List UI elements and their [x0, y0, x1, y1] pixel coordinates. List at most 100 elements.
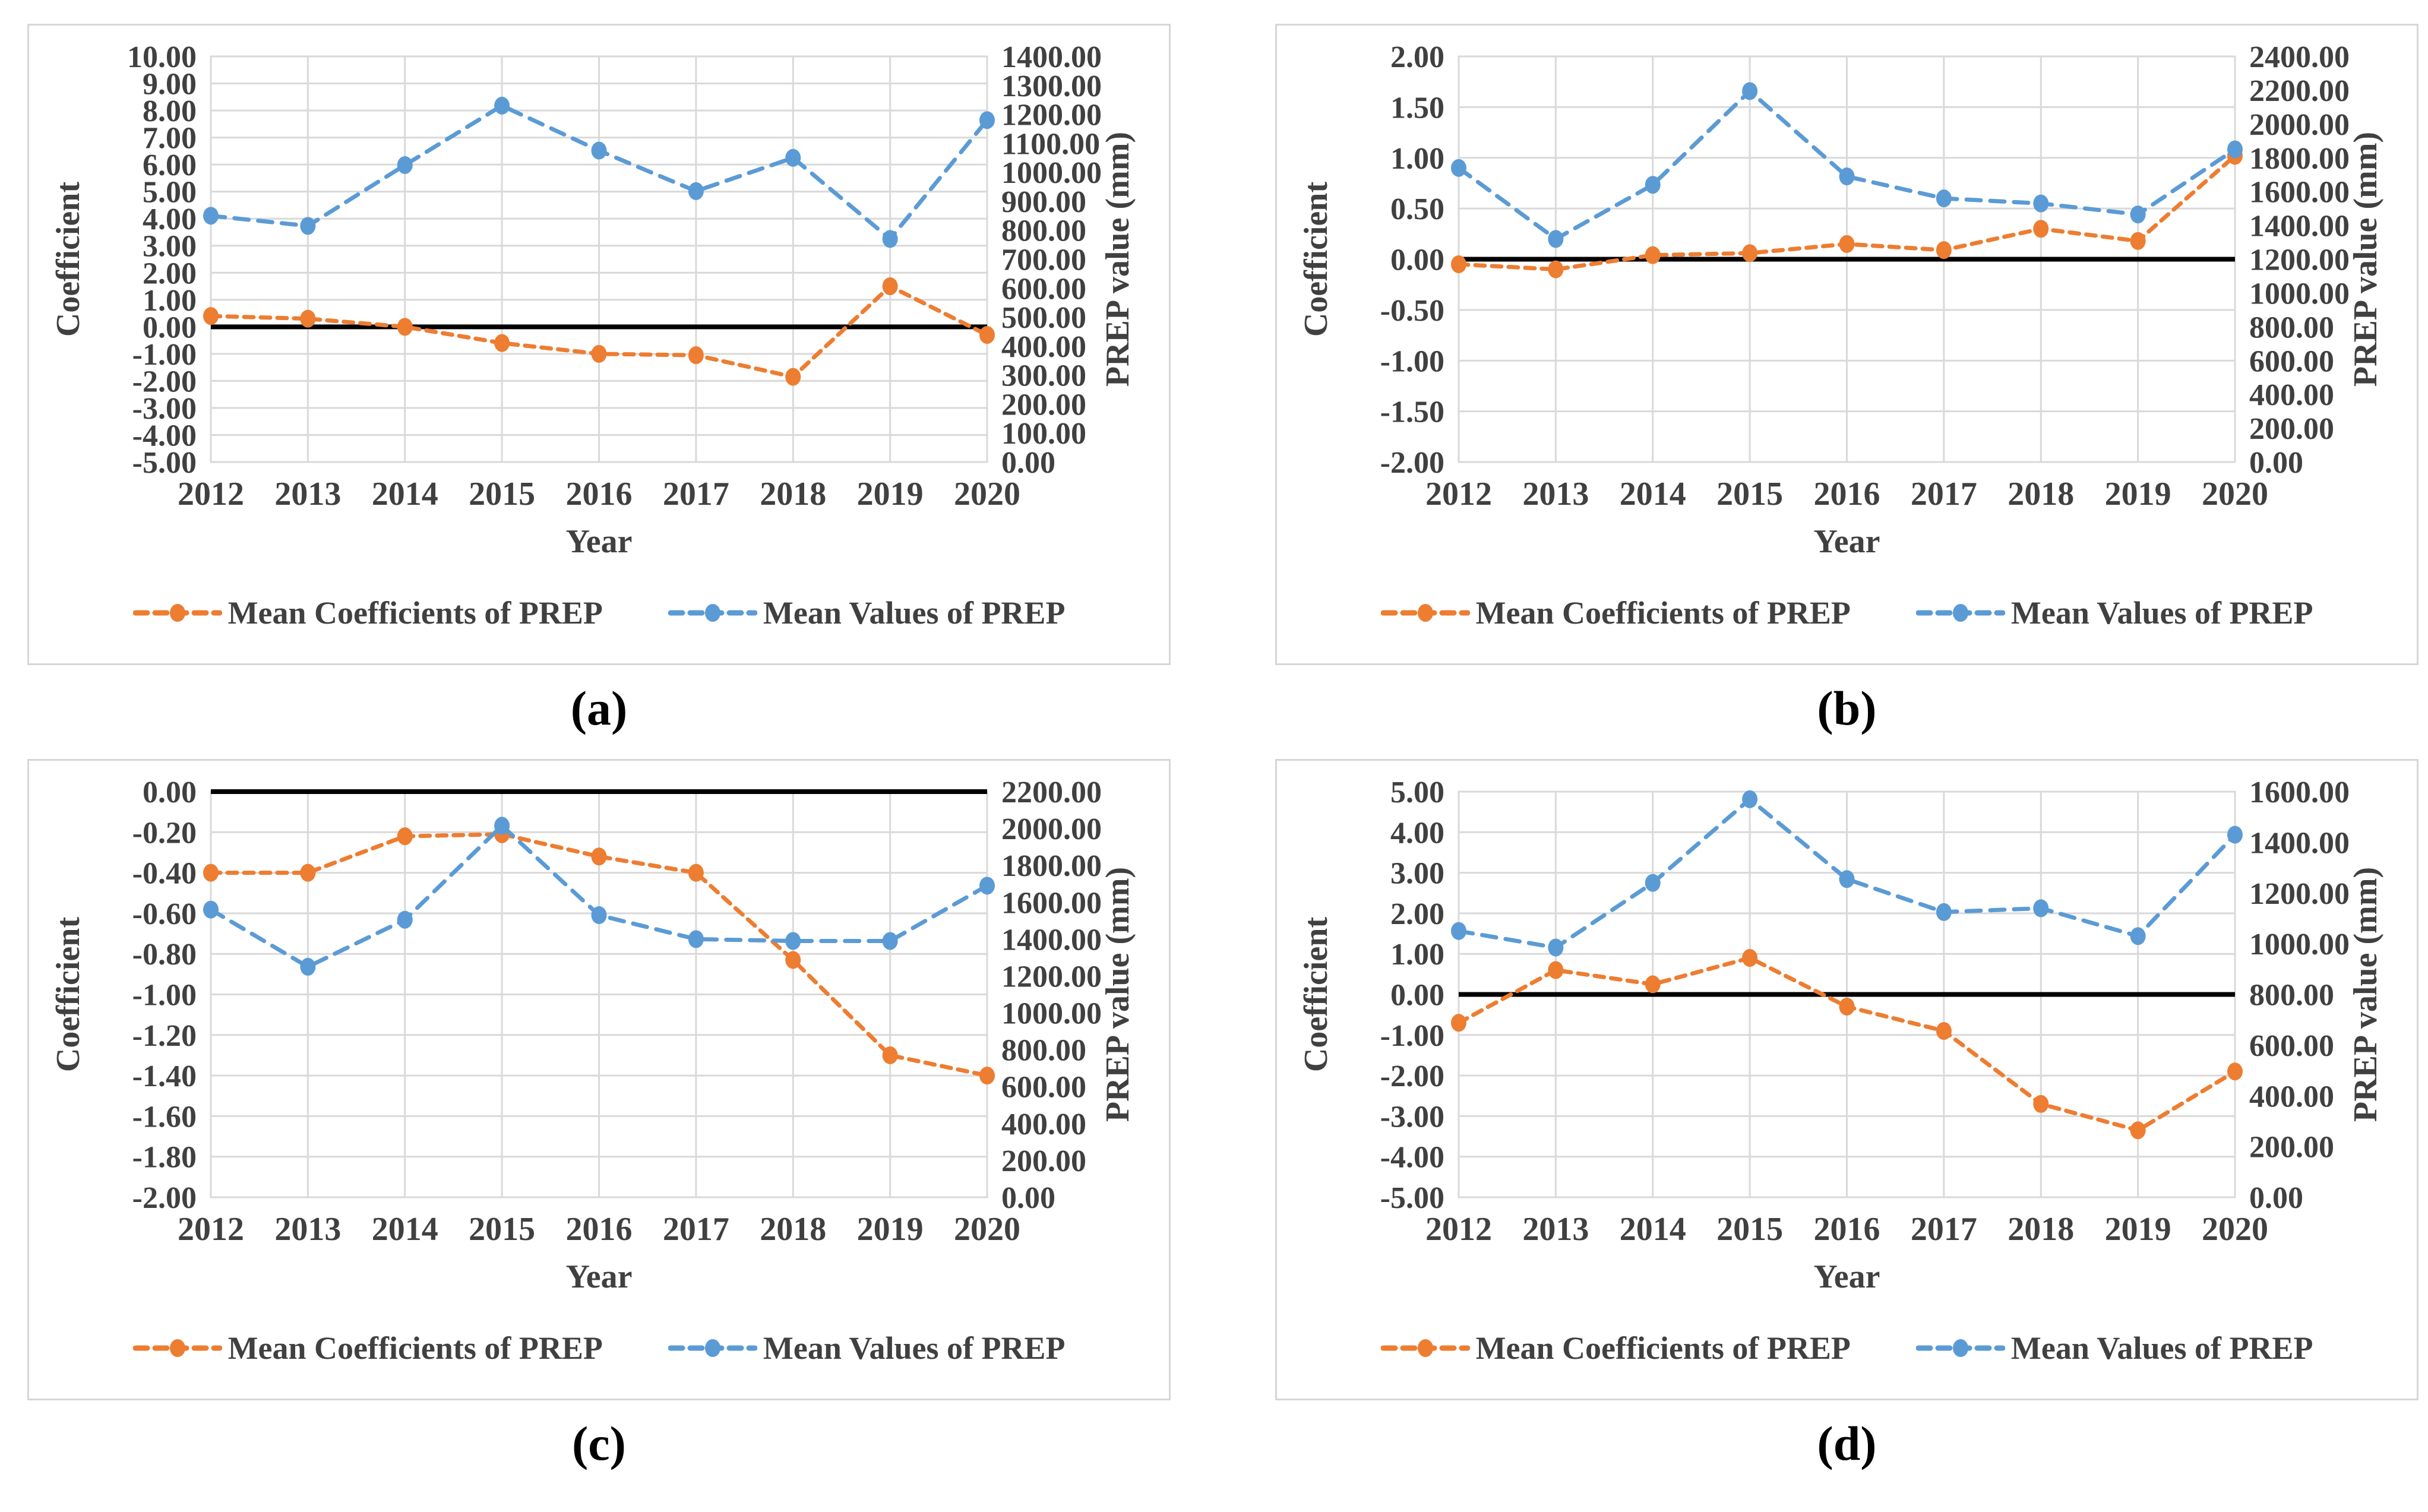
data-point-marker	[785, 932, 801, 950]
left-axis-tick-label: 1.00	[1390, 142, 1444, 176]
left-axis-tick-label: 2.00	[1390, 40, 1444, 74]
data-point-marker	[979, 877, 995, 895]
left-axis-tick-label: 0.50	[1390, 192, 1444, 226]
left-axis-tick-label: -1.00	[132, 338, 197, 372]
left-axis-tick-label: 1.00	[143, 284, 197, 318]
right-axis-tick-label: 600.00	[2249, 344, 2334, 378]
data-point-marker	[2227, 140, 2243, 159]
x-axis-year-label: 2012	[1425, 476, 1492, 513]
data-point-marker	[2227, 1062, 2243, 1081]
legend-marker-icon	[668, 604, 757, 622]
right-axis-tick-label: 700.00	[1001, 243, 1086, 277]
data-point-marker	[397, 318, 413, 336]
x-axis-year-label: 2017	[1911, 1211, 1977, 1248]
data-point-marker	[1742, 949, 1758, 967]
right-axis-tick-label: 1800.00	[2249, 142, 2350, 176]
x-axis-year-label: 2019	[857, 1211, 924, 1248]
data-point-marker	[300, 863, 316, 882]
right-axis-tick-label: 600.00	[1001, 272, 1086, 306]
x-axis-year-label: 2017	[663, 476, 729, 513]
legend-label: Mean Coefficients of PREP	[1475, 595, 1851, 631]
right-axis-tick-label: 400.00	[1001, 330, 1086, 364]
x-axis-year-label: 2018	[760, 476, 826, 513]
legend-dot	[1952, 604, 1968, 622]
left-axis-tick-label: -1.60	[132, 1100, 197, 1134]
legend-label: Mean Values of PREP	[2010, 1330, 2313, 1366]
data-point-marker	[1548, 230, 1564, 248]
right-axis-tick-label: 1400.00	[2249, 210, 2350, 243]
series-values	[1451, 790, 2243, 957]
right-axis-title: PREP value (mm)	[1099, 132, 1136, 387]
x-axis-year-label: 2017	[663, 1211, 729, 1248]
series-values	[203, 817, 995, 976]
x-axis-year-label: 2020	[954, 476, 1020, 513]
legend-item: Mean Values of PREP	[1915, 594, 2313, 631]
right-axis-tick-label: 300.00	[1001, 359, 1086, 393]
left-axis-tick-label: -0.20	[132, 816, 197, 850]
left-axis-tick-label: -4.00	[132, 419, 197, 453]
right-axis-tick-label: 200.00	[2249, 412, 2334, 446]
panel-a-chart: 10.00 9.00 8.00 7.00 6.00 5.00 4.00 3.00 2.00 1.0…	[33, 31, 1165, 569]
data-point-marker	[1451, 922, 1466, 940]
data-point-marker	[203, 863, 219, 882]
series-coefficients	[1451, 949, 2243, 1140]
right-axis-tick-label: 1000.00	[2249, 277, 2350, 311]
panel-d-caption: (d)	[1817, 1416, 1877, 1470]
right-axis-tick-label: 1200.00	[2249, 877, 2350, 911]
legend-dot	[169, 1339, 185, 1357]
right-axis-tick-label: 1600.00	[2249, 176, 2350, 210]
data-point-marker	[2130, 232, 2146, 250]
x-axis-year-label: 2017	[1911, 476, 1977, 513]
data-point-marker	[1451, 1014, 1466, 1032]
series-line	[1456, 88, 2237, 242]
legend-marker-icon	[1915, 1339, 2005, 1357]
chart-canvas-a: 10.009.008.007.006.005.004.003.002.001.0…	[50, 40, 1136, 560]
panel-b-card: 2.00 1.50 1.00 0.50 0.00 -0.50 -1.00 -1.50 -2.00…	[1275, 24, 2418, 665]
panel-b-caption: (b)	[1817, 681, 1877, 735]
left-axis-tick-label: -1.00	[1380, 1019, 1444, 1053]
left-axis-tick-label: -0.40	[132, 857, 197, 891]
left-axis-tick-label: -5.00	[1380, 1181, 1444, 1215]
x-axis-year-label: 2015	[469, 1211, 535, 1248]
panel-b-chart: 2.00 1.50 1.00 0.50 0.00 -0.50 -1.00 -1.50 -2.00…	[1281, 31, 2413, 569]
data-point-marker	[1548, 260, 1564, 279]
x-axis-year-label: 2014	[372, 476, 438, 513]
x-axis-year-label: 2012	[178, 1211, 244, 1248]
left-axis-tick-label: 3.00	[143, 230, 197, 264]
panel-d-legend: Mean Coefficients of PREP Mean Values of …	[1281, 1312, 2413, 1384]
legend-dot	[1417, 1339, 1433, 1357]
legend-item: Mean Values of PREP	[668, 594, 1066, 631]
legend-label: Mean Values of PREP	[763, 595, 1066, 631]
right-axis-tick-label: 500.00	[1001, 301, 1086, 335]
legend-item: Mean Coefficients of PREP	[132, 1330, 603, 1367]
data-point-marker	[1936, 189, 1952, 208]
right-axis-tick-label: 1400.00	[1001, 40, 1102, 74]
x-axis-year-label: 2018	[2007, 1211, 2074, 1248]
panel-d-chart: 5.00 4.00 3.00 2.00 1.00 0.00 -1.00 -2.00 -3.00 -…	[1281, 767, 2413, 1304]
x-axis-year-label: 2019	[857, 476, 924, 513]
data-point-marker	[785, 148, 801, 167]
x-axis-year-label: 2018	[760, 1211, 826, 1248]
left-axis-tick-label: -3.00	[1380, 1100, 1444, 1134]
legend-label: Mean Coefficients of PREP	[227, 1330, 603, 1366]
legend-label: Mean Coefficients of PREP	[227, 595, 603, 631]
right-axis-tick-label: 200.00	[2249, 1131, 2334, 1165]
legend-dot	[704, 604, 720, 622]
left-axis-tick-label: 4.00	[143, 203, 197, 236]
right-axis-tick-label: 1200.00	[2249, 243, 2350, 277]
panel-c-chart: 0.00 -0.20 -0.40 -0.60 -0.80 -1.00 -1.20 -1.40 -…	[33, 767, 1165, 1304]
series-values	[203, 96, 995, 248]
right-axis-tick-label: 0.00	[1001, 1181, 1055, 1215]
right-axis-tick-label: 0.00	[2249, 1181, 2303, 1215]
data-point-marker	[591, 906, 607, 925]
legend-marker-icon	[132, 1339, 222, 1357]
chart-canvas-d: 5.00 4.00 3.00 2.00 1.00 0.00 -1.00 -2.00 -3.00 -…	[1298, 776, 2384, 1295]
data-point-marker	[1451, 255, 1466, 274]
left-axis-tick-label: 6.00	[143, 148, 197, 182]
legend-label: Mean Coefficients of PREP	[1475, 1330, 1851, 1366]
right-axis-tick-label: 1200.00	[1001, 960, 1102, 994]
left-axis-tick-label: 1.50	[1390, 91, 1444, 125]
data-point-marker	[1839, 235, 1855, 253]
left-axis-title: Coefficient	[1298, 917, 1335, 1073]
data-point-marker	[2130, 1121, 2146, 1140]
